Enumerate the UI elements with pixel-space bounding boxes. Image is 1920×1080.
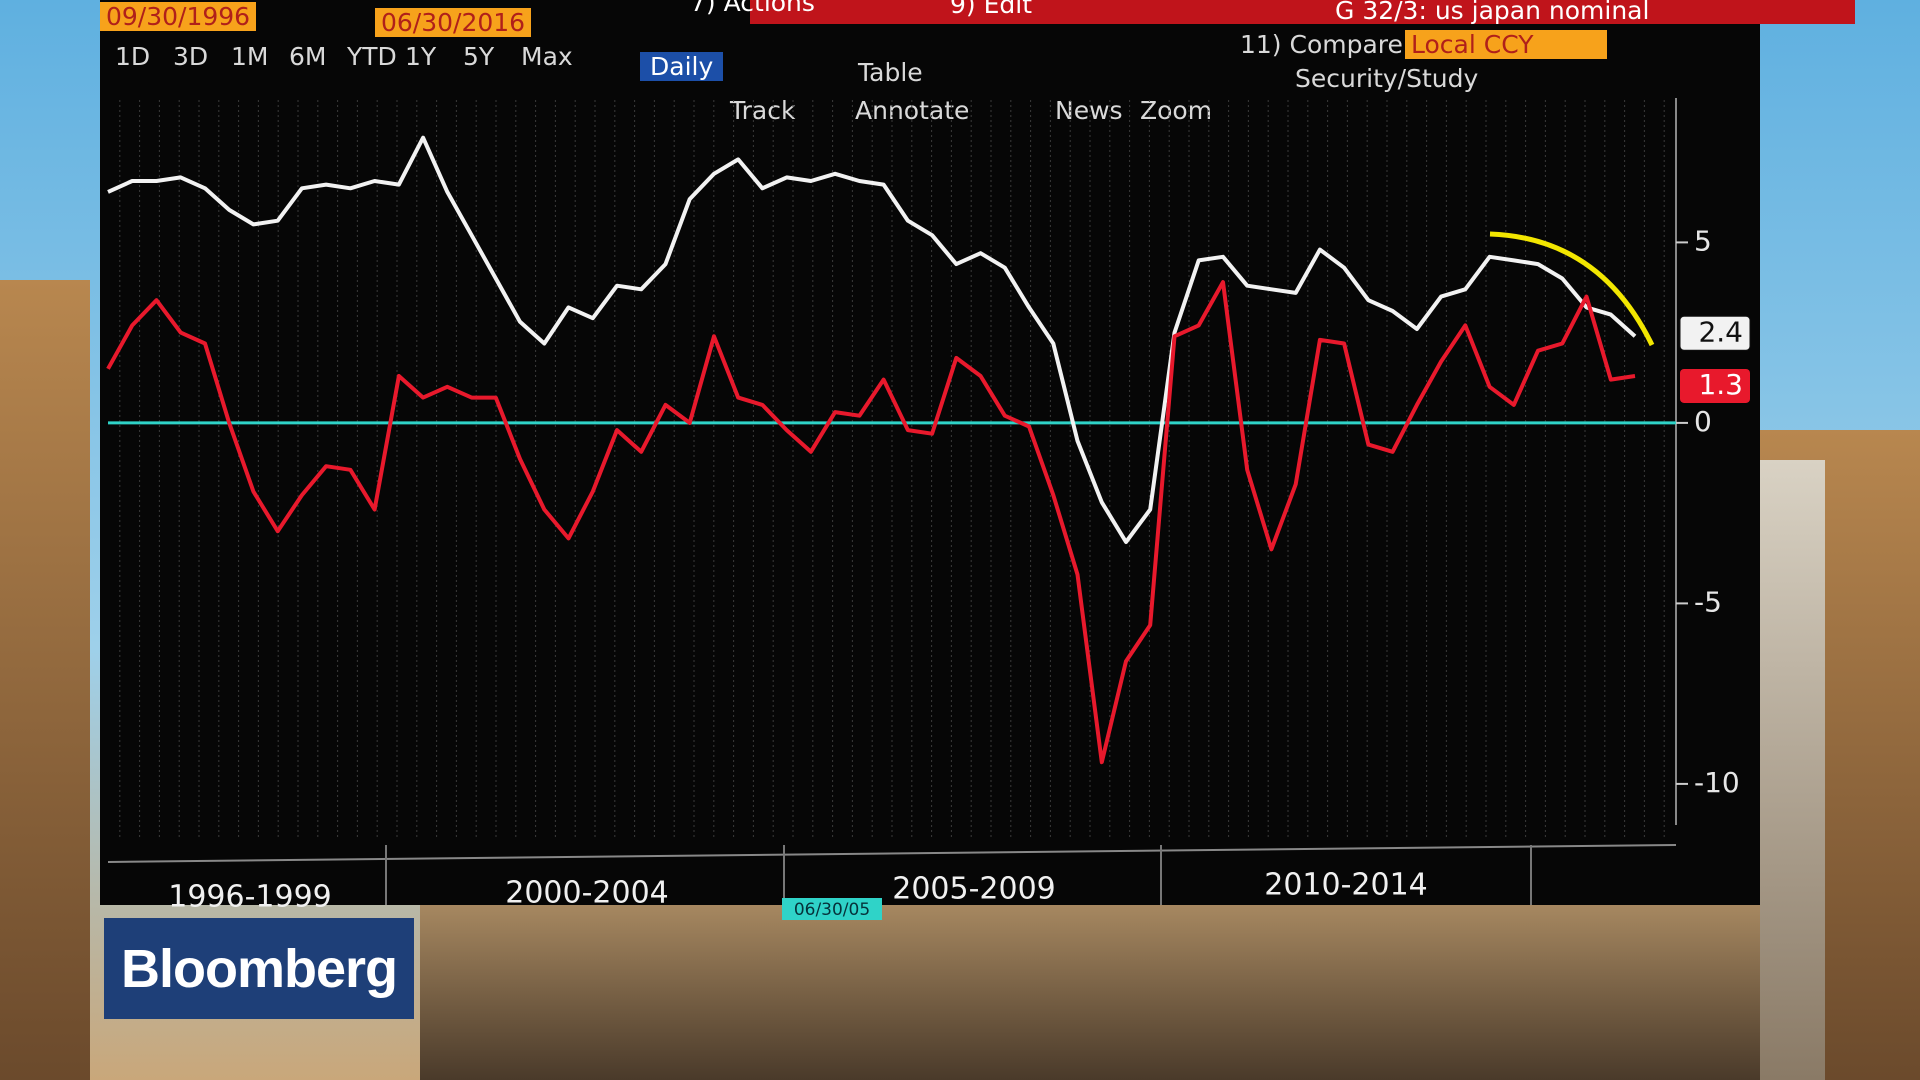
currency-select[interactable]: Local CCY	[1405, 30, 1607, 59]
y-tick-label: -10	[1694, 766, 1740, 799]
building	[0, 280, 90, 1080]
end-label-box	[1680, 368, 1750, 403]
series-line	[107, 135, 1637, 544]
chart-title: G 32/3: us japan nominal	[1335, 0, 1650, 25]
security-study[interactable]: Security/Study	[1295, 64, 1479, 93]
header-band	[750, 0, 1855, 24]
series-line	[106, 280, 1636, 765]
range-button[interactable]: 5Y	[463, 42, 495, 71]
range-button[interactable]: 6M	[289, 42, 327, 71]
y-tick-label: -5	[1694, 585, 1722, 618]
edit-menu[interactable]: 9) Edit	[950, 0, 1033, 19]
actions-menu[interactable]: 7) Actions	[690, 0, 815, 17]
range-button[interactable]: 3D	[173, 42, 209, 71]
annotation-curve	[1489, 231, 1655, 347]
frequency-select[interactable]: Daily	[640, 52, 724, 81]
range-button[interactable]: YTD	[347, 42, 397, 71]
range-button[interactable]: 1M	[231, 42, 269, 71]
building	[420, 900, 1760, 1080]
range-button[interactable]: 1Y	[405, 42, 437, 71]
range-button[interactable]: Max	[521, 42, 573, 71]
period-label: 2000-2004	[505, 876, 669, 911]
table-button[interactable]: Table	[858, 58, 923, 87]
end-label: 2.4	[1698, 315, 1743, 348]
building	[1755, 460, 1825, 1080]
range-button[interactable]: 1D	[115, 42, 151, 71]
x-axis	[107, 844, 1677, 863]
start-date[interactable]: 09/30/1996	[100, 2, 257, 31]
brand-logo: Bloomberg	[104, 918, 414, 1019]
cursor-date-box	[782, 898, 882, 920]
cursor-date: 06/30/05	[794, 900, 870, 920]
compare-label[interactable]: 11) Compare	[1240, 30, 1403, 59]
vertical-grid	[108, 98, 1676, 840]
end-date[interactable]: 06/30/2016	[375, 8, 532, 37]
period-label: 1996-1999	[168, 880, 332, 915]
period-label: 2005-2009	[892, 872, 1056, 907]
period-label: 2010-2014	[1264, 868, 1428, 903]
y-tick-label: 0	[1694, 405, 1712, 438]
end-label: 1.3	[1698, 368, 1743, 401]
y-tick-label: 5	[1694, 224, 1712, 257]
end-label-box	[1679, 315, 1751, 351]
